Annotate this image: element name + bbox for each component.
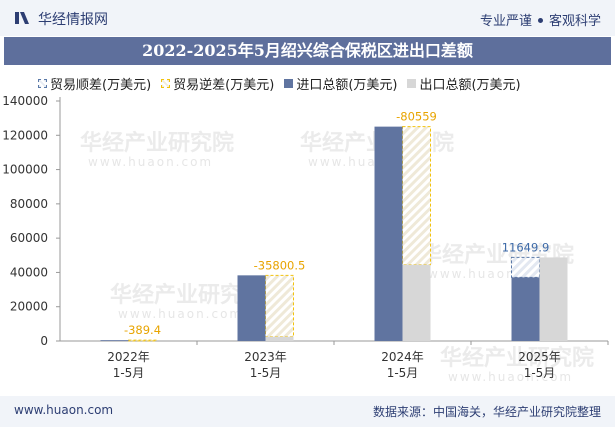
watermark-url: www.huaon.com (118, 307, 243, 321)
y-tick-label: 80000 (10, 197, 48, 211)
legend-deficit-swatch-icon (161, 78, 171, 88)
import-bar (511, 277, 540, 341)
slogan-right: 客观科学 (548, 14, 601, 29)
import-bar (374, 126, 403, 341)
slogan-dot-icon (537, 18, 543, 23)
legend-item-surplus: 贸易顺差(万美元) (38, 74, 151, 93)
brand-name: 华经情报网 (38, 12, 108, 28)
footer-bar: www.huaon.com 数据来源：中国海关，华经产业研究院整理 (0, 396, 615, 427)
chart-title: 2022-2025年5月绍兴综合保税区进出口差额 (4, 37, 611, 65)
deficit-bar (402, 126, 431, 266)
deficit-bar (128, 339, 157, 342)
legend-item-deficit: 贸易逆差(万美元) (161, 74, 274, 93)
deficit-bar (265, 274, 294, 338)
import-bar (100, 340, 129, 341)
x-tick-label-year: 2022年 (107, 350, 150, 364)
chart-legend: 贸易顺差(万美元) 贸易逆差(万美元) 进口总额(万美元) 出口总额(万美元) (38, 74, 531, 93)
watermark-text: 华经产业研究院 (440, 345, 594, 371)
watermark-url: www.huaon.com (88, 155, 213, 169)
legend-surplus-label: 贸易顺差(万美元) (50, 77, 152, 93)
export-bar (539, 257, 568, 341)
x-tick-label-period: 1-5月 (524, 366, 556, 380)
balance-data-label: -80559 (396, 110, 437, 124)
legend-export-label: 出口总额(万美元) (419, 77, 521, 93)
x-tick-label-period: 1-5月 (250, 366, 282, 380)
legend-item-import: 进口总额(万美元) (284, 74, 397, 93)
x-tick-label-year: 2024年 (381, 350, 424, 364)
chart-labels: -389.4 -35800.5 -80559 11649.9 (124, 110, 549, 338)
footer-url: www.huaon.com (14, 403, 114, 417)
x-tick-label-period: 1-5月 (113, 366, 145, 380)
watermark-text: 华经产业研究院 (80, 130, 234, 156)
legend-export-swatch-icon (407, 78, 417, 88)
import-bar (237, 275, 266, 341)
watermark-layer: 华经产业研究院www.huaon.com华经产业研究院www.huaon.com… (80, 130, 594, 384)
slogan-left: 专业严谨 (479, 14, 532, 29)
x-tick-label-period: 1-5月 (387, 366, 419, 380)
export-bar (402, 264, 431, 341)
legend-surplus-swatch-icon (38, 78, 47, 88)
y-tick-label: 120000 (2, 128, 48, 142)
surplus-bar (511, 256, 540, 278)
y-tick-label: 20000 (10, 300, 48, 314)
balance-data-label: -389.4 (124, 323, 161, 337)
balance-data-label: 11649.9 (502, 240, 550, 254)
y-tick-label: 0 (40, 334, 48, 348)
y-tick-label: 140000 (2, 94, 48, 108)
top-bar: 华经情报网 专业严谨 客观科学 (0, 0, 615, 36)
footer-source: 数据来源：中国海关，华经产业研究院整理 (372, 405, 601, 419)
balance-data-label: -35800.5 (254, 258, 306, 272)
brand-logo-icon (15, 12, 29, 24)
x-tick-label-year: 2025年 (518, 350, 561, 364)
legend-import-label: 进口总额(万美元) (296, 77, 398, 93)
y-tick-label: 100000 (2, 163, 48, 177)
legend-deficit-label: 贸易逆差(万美元) (173, 77, 275, 93)
legend-import-swatch-icon (284, 78, 294, 88)
legend-item-export: 出口总额(万美元) (407, 74, 521, 93)
slogan: 专业严谨 客观科学 (480, 10, 601, 29)
watermark-url: www.huaon.com (448, 370, 573, 384)
y-tick-label: 40000 (10, 265, 48, 279)
chart-plot: 华经产业研究院www.huaon.com华经产业研究院www.huaon.com… (2, 94, 609, 384)
chart-bars (100, 126, 568, 342)
y-tick-label: 60000 (10, 231, 48, 245)
export-bar (265, 336, 294, 341)
x-tick-label-year: 2023年 (244, 350, 287, 364)
